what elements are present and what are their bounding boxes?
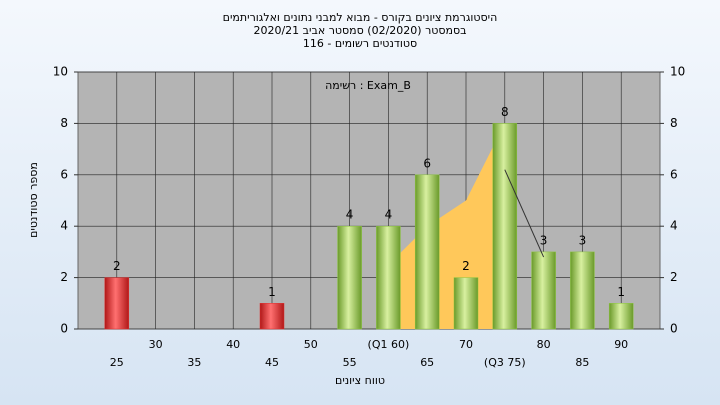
x-tick-label: 85 xyxy=(575,356,589,369)
y2-tick-label: 4 xyxy=(670,219,678,233)
x-tick-label: 40 xyxy=(226,338,240,351)
value-label: 8 xyxy=(501,105,509,119)
x-tick-label: (Q3 75) xyxy=(484,356,526,369)
x-tick-label: 55 xyxy=(343,356,357,369)
value-label: 3 xyxy=(540,233,548,247)
x-tick-label: 30 xyxy=(149,338,163,351)
title-line: סטודנטים רשומים - 116 xyxy=(303,37,417,50)
x-tick-label: 45 xyxy=(265,356,279,369)
bar xyxy=(337,225,362,330)
y2-tick-label: 2 xyxy=(670,270,678,284)
bar xyxy=(531,251,556,330)
bar xyxy=(608,303,634,330)
value-label: 2 xyxy=(113,259,121,273)
value-label: 6 xyxy=(423,156,431,170)
y2-tick-label: 0 xyxy=(670,322,678,336)
y-tick-label: 8 xyxy=(60,116,68,130)
y-tick-label: 10 xyxy=(53,65,68,79)
y2-tick-label: 8 xyxy=(670,116,678,130)
x-tick-label: 65 xyxy=(420,356,434,369)
bar xyxy=(414,174,440,330)
value-label: 3 xyxy=(579,233,587,247)
title-line: בסמסטר (02/2020) סמסטר אביב 2020/21 xyxy=(253,24,466,37)
y2-tick-label: 6 xyxy=(670,167,678,181)
y-axis-label: מספר סטודנטים xyxy=(27,162,40,238)
x-axis-label: טווח ציונים xyxy=(335,374,385,387)
value-label: 4 xyxy=(346,208,354,222)
y-tick-label: 6 xyxy=(60,167,68,181)
x-tick-label: 35 xyxy=(187,356,201,369)
value-label: 1 xyxy=(617,285,625,299)
y-tick-label: 4 xyxy=(60,219,68,233)
bar xyxy=(453,277,479,330)
y-tick-label: 2 xyxy=(60,270,68,284)
x-tick-label: 80 xyxy=(537,338,551,351)
bar xyxy=(492,123,518,330)
annotation: רשימה : Exam_B xyxy=(325,79,411,92)
x-tick-label: 70 xyxy=(459,338,473,351)
plot-area xyxy=(77,71,661,330)
x-tick-label: 25 xyxy=(110,356,124,369)
value-label: 1 xyxy=(268,285,276,299)
y-tick-label: 0 xyxy=(60,322,68,336)
bar xyxy=(104,277,130,330)
bar xyxy=(570,251,595,330)
bar xyxy=(376,225,401,330)
y2-tick-label: 10 xyxy=(670,65,685,79)
x-tick-label: 90 xyxy=(614,338,628,351)
value-label: 2 xyxy=(462,259,470,273)
x-tick-label: 50 xyxy=(304,338,318,351)
line xyxy=(504,169,545,258)
title-line: היסטוגרמת ציונים בקורס - מבוא למבני נתונ… xyxy=(223,11,498,24)
value-label: 4 xyxy=(385,208,393,222)
bar xyxy=(259,303,285,330)
x-tick-label: (Q1 60) xyxy=(368,338,410,351)
